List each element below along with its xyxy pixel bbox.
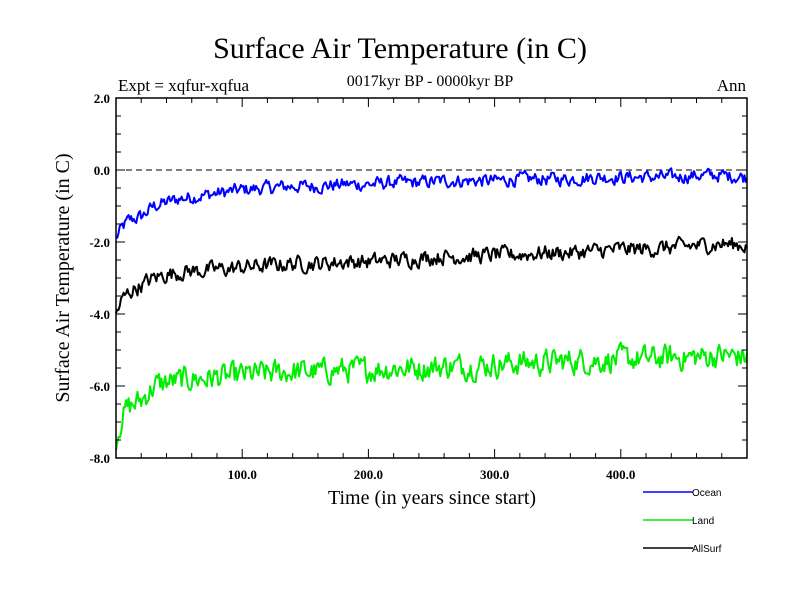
series-line-allsurf: [115, 235, 748, 314]
y-tick-label: -4.0: [89, 307, 110, 322]
x-tick-label: 400.0: [606, 467, 635, 482]
legend-label-ocean: Ocean: [692, 488, 721, 499]
x-tick-label: 100.0: [228, 467, 257, 482]
x-axis-label: Time (in years since start): [328, 487, 536, 509]
x-tick-label: 300.0: [480, 467, 509, 482]
y-tick-label: 0.0: [94, 163, 110, 178]
y-tick-label: 2.0: [94, 91, 110, 106]
legend-label-allsurf: AllSurf: [692, 544, 722, 555]
y-axis-label: Surface Air Temperature (in C): [52, 153, 74, 402]
y-tick-label: -8.0: [89, 451, 110, 466]
legend: Ocean Land AllSurf: [643, 488, 722, 555]
chart-subtitle: 0017kyr BP - 0000kyr BP: [347, 73, 514, 90]
season-label: Ann: [717, 76, 747, 95]
y-tick-label: -6.0: [89, 379, 110, 394]
chart-title: Surface Air Temperature (in C): [213, 32, 587, 65]
plot-frame: [115, 97, 748, 459]
experiment-label: Expt = xqfur-xqfua: [118, 76, 249, 95]
y-axis: -8.0 -6.0 -4.0 -2.0 0.0 2.0: [89, 91, 747, 466]
x-axis: 100.0 200.0 300.0 400.0: [140, 98, 723, 482]
y-tick-label: -2.0: [89, 235, 110, 250]
legend-label-land: Land: [692, 516, 714, 527]
x-tick-label: 200.0: [354, 467, 383, 482]
series-line-ocean: [115, 167, 748, 239]
series-line-land: [115, 341, 748, 451]
plot-area: [115, 167, 748, 451]
